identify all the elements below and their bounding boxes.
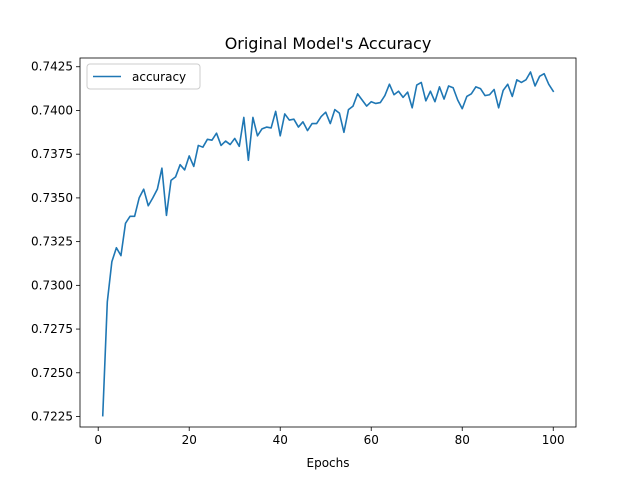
x-tick-label: 100 — [542, 433, 565, 447]
y-tick-label: 0.7250 — [31, 366, 73, 380]
x-tick-label: 60 — [364, 433, 379, 447]
x-axis-label: Epochs — [307, 456, 350, 470]
plot-area: 0 20 40 60 80 100 0.7225 0.7250 0.7275 0.7300 0.73… — [31, 57, 577, 447]
x-tick-label: 80 — [455, 433, 470, 447]
x-tick-label: 40 — [273, 433, 288, 447]
y-tick-label: 0.7425 — [31, 60, 73, 74]
y-tick-label: 0.7350 — [31, 191, 73, 205]
axes-frame — [79, 57, 577, 428]
y-tick-label: 0.7275 — [31, 322, 73, 336]
y-tick-label: 0.7400 — [31, 103, 73, 117]
axes-background — [80, 58, 576, 427]
legend-label-accuracy: accuracy — [132, 70, 186, 84]
y-tick-label: 0.7225 — [31, 410, 73, 424]
series-line-accuracy — [101, 71, 555, 417]
x-tick-label: 20 — [182, 433, 197, 447]
y-tick-label: 0.7300 — [31, 278, 73, 292]
y-tick-label: 0.7325 — [31, 235, 73, 249]
x-tick-label: 0 — [94, 433, 102, 447]
legend-frame — [86, 63, 201, 90]
y-tick-label: 0.7375 — [31, 147, 73, 161]
legend: accuracy — [86, 63, 201, 90]
chart-title: Original Model's Accuracy — [225, 34, 432, 53]
